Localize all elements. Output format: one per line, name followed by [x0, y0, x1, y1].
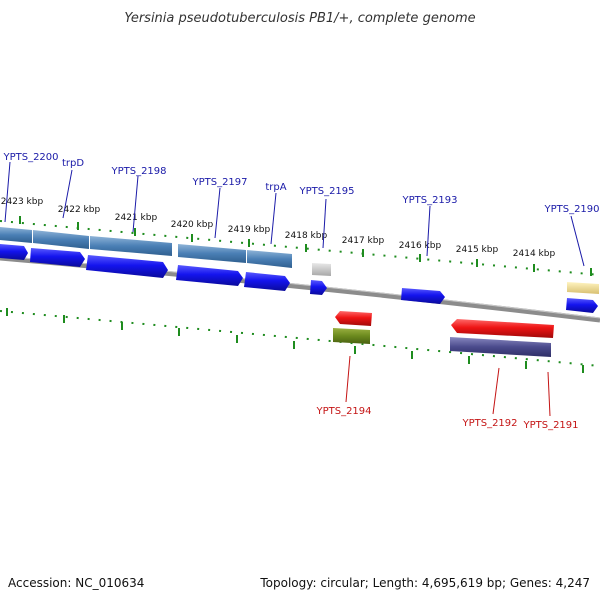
- map-title: Yersinia pseudotuberculosis PB1/+, compl…: [124, 11, 475, 26]
- genome-backbone-highlight: [0, 255, 600, 319]
- gene-label-ypts-2194[interactable]: YPTS_2194: [315, 406, 371, 417]
- gene-label-ypts-2191[interactable]: YPTS_2191: [522, 420, 578, 431]
- gene-label-ypts-2198[interactable]: YPTS_2198: [110, 166, 166, 177]
- reverse-gene-bars: [333, 328, 551, 357]
- reverse-tick-ring: [0, 308, 600, 373]
- genome-summary-text: Topology: circular; Length: 4,695,619 bp…: [259, 576, 590, 590]
- kbp-label: 2420 kbp: [171, 220, 214, 230]
- gene-bar-ypts-2200[interactable]: [0, 227, 32, 243]
- kbp-label: 2422 kbp: [58, 205, 101, 215]
- reverse-gene-labels: YPTS_2194 YPTS_2192 YPTS_2191: [315, 355, 579, 431]
- kbp-label: 2421 kbp: [115, 213, 158, 223]
- cds-arrow-ypts-2195[interactable]: [310, 280, 327, 295]
- kbp-label: 2418 kbp: [285, 231, 328, 241]
- genome-backbone: [0, 255, 600, 323]
- kbp-label: 2423 kbp: [1, 197, 44, 207]
- accession-text: Accession: NC_010634: [8, 576, 144, 590]
- forward-gene-bars: [0, 227, 599, 294]
- cds-arrow-ypts-2197[interactable]: [176, 265, 243, 286]
- gene-bar-trpa[interactable]: [247, 250, 292, 268]
- cds-arrow-trpd[interactable]: [30, 248, 85, 267]
- reverse-cds-arrows: [335, 311, 554, 338]
- cds-arrow-ypts-2192[interactable]: [451, 319, 554, 338]
- cds-arrow-trpa[interactable]: [244, 272, 290, 291]
- gene-label-trpd[interactable]: trpD: [62, 158, 84, 169]
- kbp-label: 2414 kbp: [513, 249, 556, 259]
- gene-label-ypts-2193[interactable]: YPTS_2193: [401, 195, 457, 206]
- kbp-label: 2417 kbp: [342, 236, 385, 246]
- cds-arrow-ypts-2198[interactable]: [86, 255, 168, 278]
- kbp-labels: 2423 kbp 2422 kbp 2421 kbp 2420 kbp 2419…: [1, 197, 556, 259]
- gene-label-ypts-2195[interactable]: YPTS_2195: [298, 186, 354, 197]
- gene-label-ypts-2197[interactable]: YPTS_2197: [191, 177, 247, 188]
- kbp-label: 2415 kbp: [456, 245, 499, 255]
- cds-arrow-ypts-2190[interactable]: [566, 298, 598, 313]
- gene-bar-trpd[interactable]: [33, 230, 89, 249]
- forward-tick-ring: [0, 216, 600, 276]
- kbp-label: 2416 kbp: [399, 241, 442, 251]
- cds-arrow-ypts-2193[interactable]: [401, 288, 445, 304]
- gene-label-trpa[interactable]: trpA: [265, 182, 286, 193]
- forward-gene-labels: YPTS_2200 trpD YPTS_2198 YPTS_2197 trpA …: [2, 152, 600, 267]
- gene-bar-ypts-2190[interactable]: [567, 282, 599, 294]
- kbp-label: 2419 kbp: [228, 225, 271, 235]
- gene-label-ypts-2200[interactable]: YPTS_2200: [2, 152, 58, 163]
- gene-label-ypts-2190[interactable]: YPTS_2190: [543, 204, 599, 215]
- cds-arrow-ypts-2194[interactable]: [335, 311, 372, 326]
- gene-bar-ypts-2197[interactable]: [178, 244, 246, 263]
- gene-bar-ypts-2194[interactable]: [333, 328, 370, 344]
- gene-label-ypts-2192[interactable]: YPTS_2192: [461, 418, 517, 429]
- gene-bar-ypts-2192[interactable]: [450, 337, 551, 357]
- forward-cds-arrows: [0, 244, 598, 313]
- gene-bar-ypts-2195[interactable]: [312, 263, 331, 276]
- gene-bar-ypts-2198[interactable]: [90, 236, 172, 256]
- cds-arrow-ypts-2200[interactable]: [0, 244, 28, 260]
